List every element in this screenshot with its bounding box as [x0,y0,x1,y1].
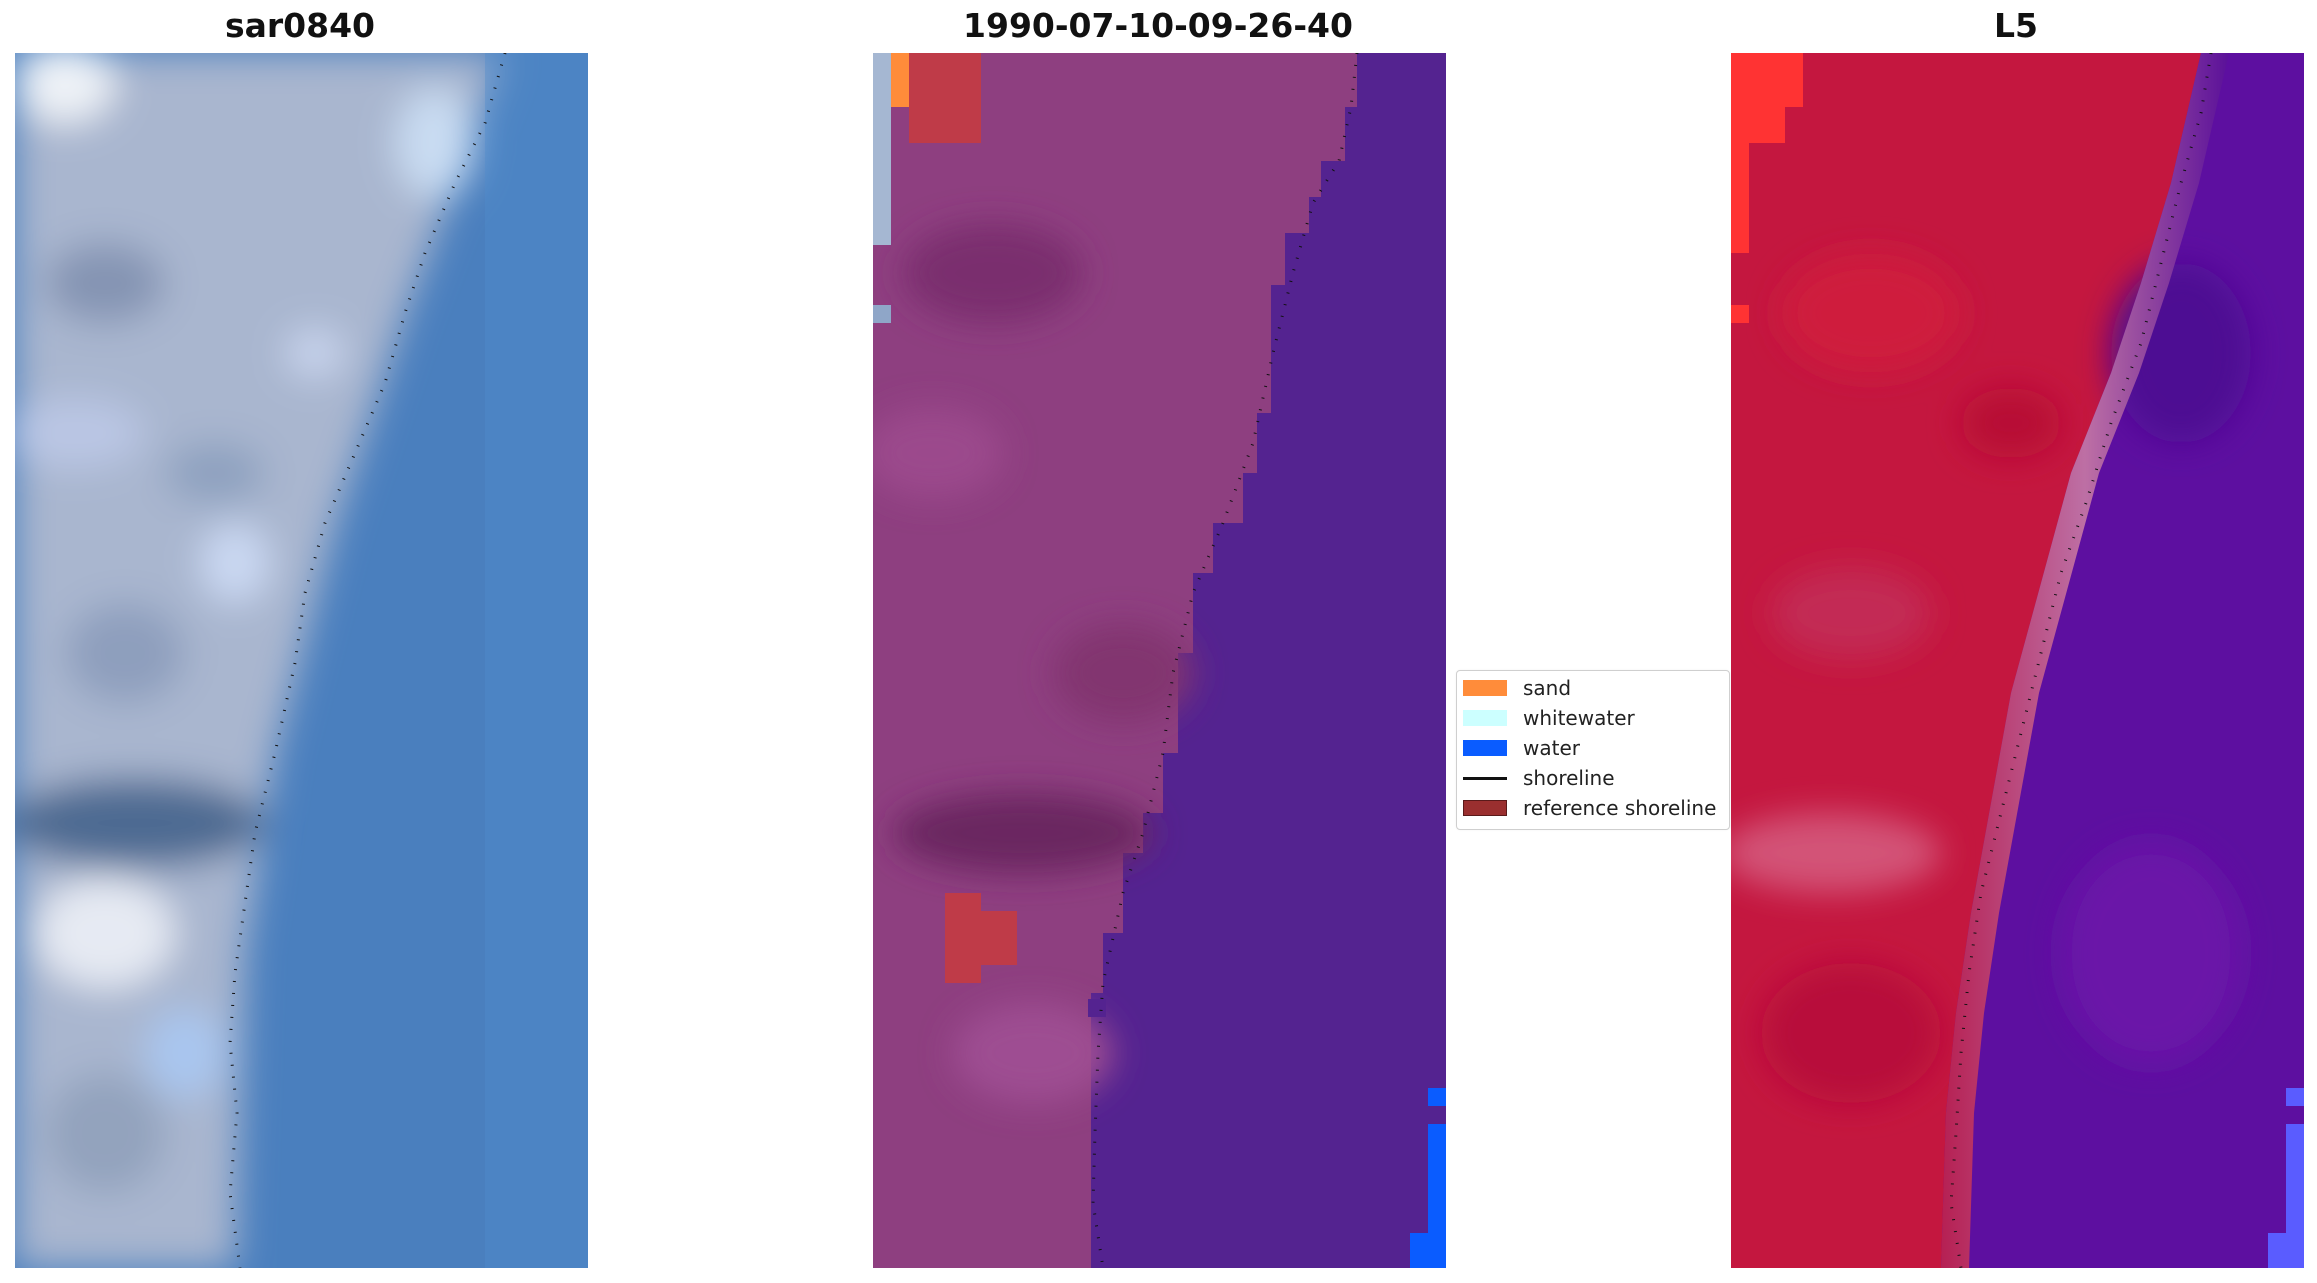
panel-title-index: L5 [1994,6,2038,45]
legend-label-sand: sand [1523,676,1572,700]
panel-title-classified: 1990-07-10-09-26-40 [963,6,1353,45]
legend: sand whitewater water shoreline referenc… [1456,670,1730,830]
index-image [1731,53,2304,1268]
legend-item-reference-shoreline: reference shoreline [1463,796,1716,820]
reference-shoreline-patch-south [945,893,981,983]
index-image-panel [1731,53,2304,1268]
panel-title-rgb: sar0840 [224,6,376,45]
legend-label-water: water [1523,736,1580,760]
legend-item-sand: sand [1463,676,1571,700]
whitewater-swatch [1463,710,1507,726]
shoreline-trace-rgb [228,53,507,1268]
sand-swatch [1463,680,1507,696]
shoreline-line-swatch [1463,776,1507,780]
legend-label-shoreline: shoreline [1523,766,1615,790]
classified-image-panel [873,53,1446,1268]
water-patch [1428,1088,1446,1106]
shoreline-trace-index [1949,53,2213,1268]
reference-shoreline-swatch [1463,800,1507,816]
legend-label-reference-shoreline: reference shoreline [1523,796,1717,820]
legend-label-whitewater: whitewater [1523,706,1635,730]
legend-item-whitewater: whitewater [1463,706,1635,730]
legend-item-water: water [1463,736,1580,760]
rgb-image-panel [15,53,588,1268]
classified-image [873,53,1446,1268]
rgb-image [15,53,588,1268]
water-swatch [1463,740,1507,756]
legend-item-shoreline: shoreline [1463,766,1615,790]
